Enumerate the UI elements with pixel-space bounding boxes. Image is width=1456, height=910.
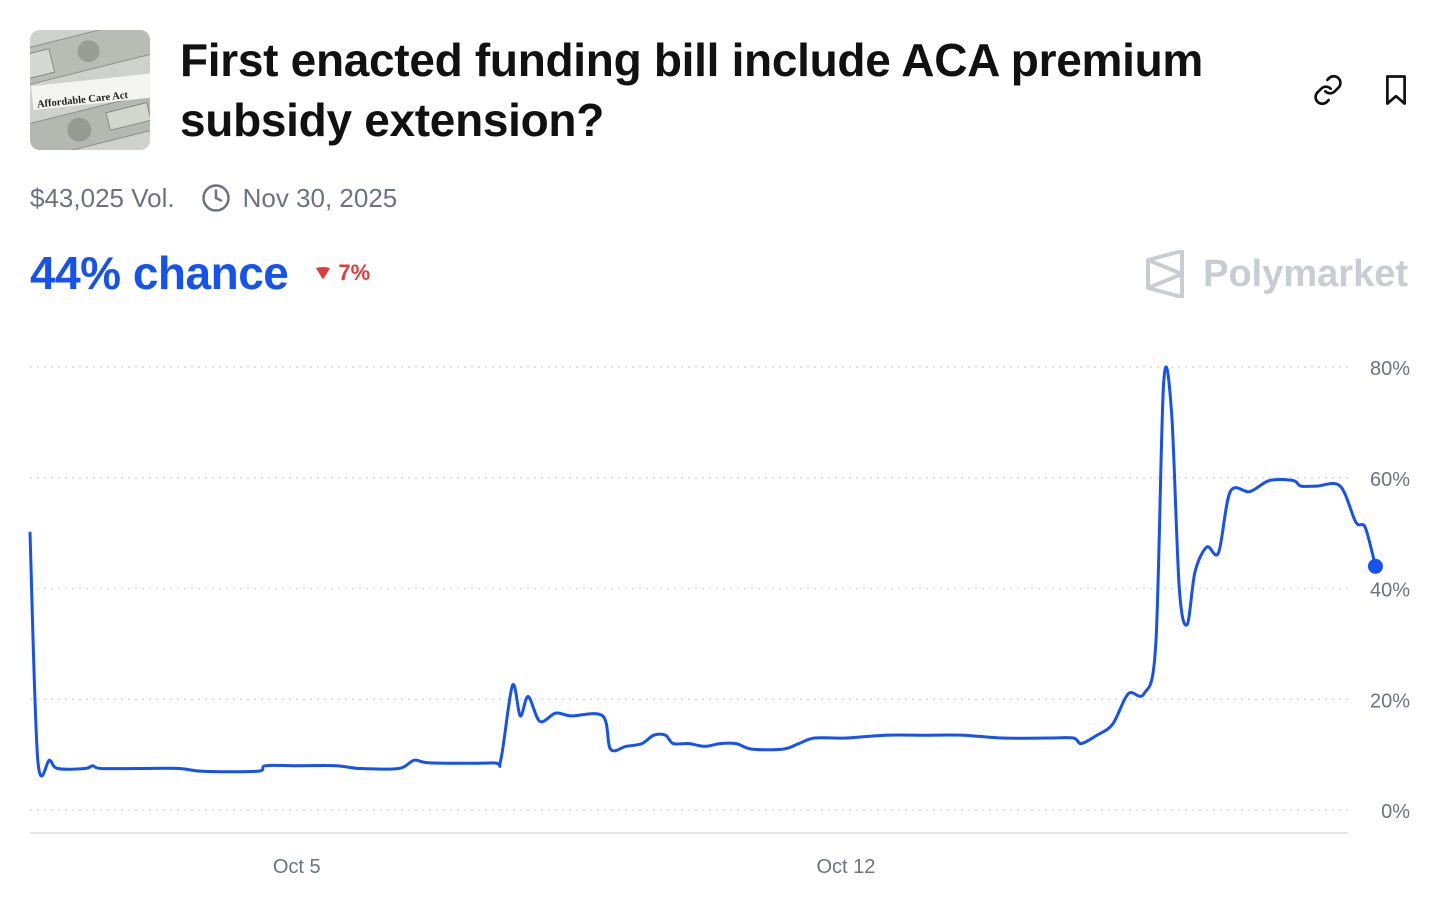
change-label: 7%: [338, 260, 371, 285]
change-badge: 7%: [314, 260, 370, 286]
y-tick-label: 80%: [1370, 358, 1410, 380]
clock-icon: [201, 183, 231, 213]
price-chart: 0% 20% 40% 60% 80% Oct 5 Oct 12: [28, 358, 1410, 878]
y-tick-label: 20%: [1370, 690, 1410, 712]
market-title: First enacted funding bill include ACA p…: [180, 34, 1203, 146]
volume-label: $43,025 Vol.: [30, 182, 175, 213]
last-point-marker: [1367, 558, 1383, 574]
polymarket-brand: Polymarket: [1145, 250, 1408, 298]
y-tick-label: 60%: [1370, 469, 1410, 491]
x-tick-label: Oct 12: [816, 856, 875, 878]
y-tick-label: 40%: [1370, 580, 1410, 602]
bookmark-icon: [1386, 75, 1406, 105]
bookmark-button[interactable]: [1376, 70, 1416, 110]
brand-label: Polymarket: [1203, 252, 1408, 295]
copy-link-button[interactable]: [1308, 70, 1348, 110]
market-thumbnail: Affordable Care Act: [30, 30, 150, 150]
triangle-down-icon: [316, 267, 331, 279]
link-icon: [1314, 75, 1342, 105]
x-tick-label: Oct 5: [273, 856, 321, 878]
polymarket-logo-icon: [1146, 250, 1185, 298]
y-tick-label: 0%: [1381, 801, 1410, 823]
series-line: [28, 365, 1377, 778]
end-date-label: Nov 30, 2025: [242, 182, 398, 213]
chance-label: 44% chance: [30, 247, 289, 299]
chance-summary: 44% chance 7%: [30, 246, 370, 300]
market-meta: $43,025 Vol. Nov 30, 2025: [30, 180, 397, 216]
